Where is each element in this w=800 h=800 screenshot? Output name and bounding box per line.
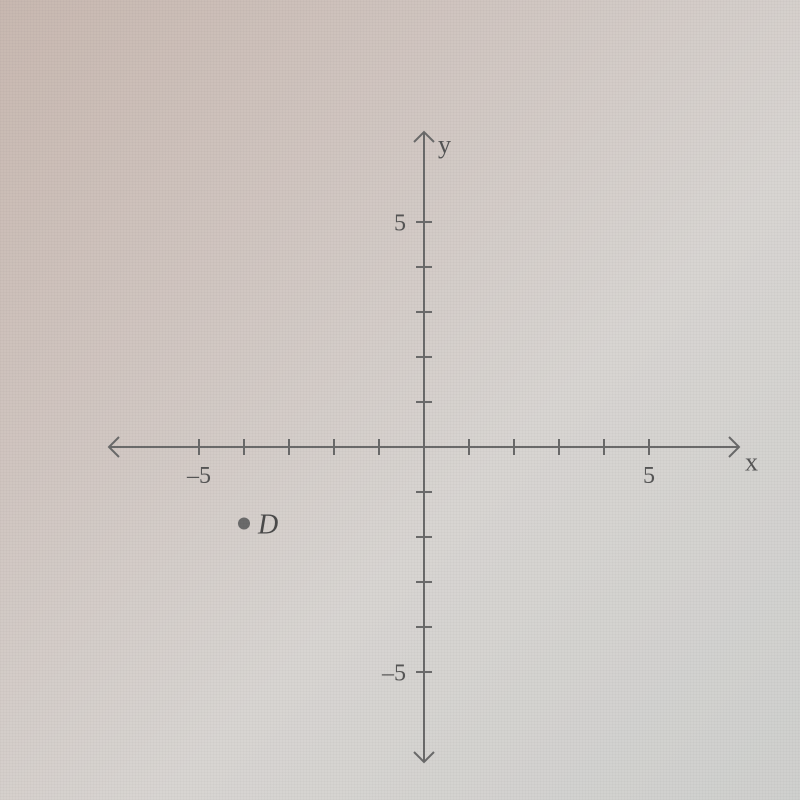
x-axis-label: x — [745, 447, 758, 476]
x-tick-label: –5 — [186, 463, 211, 489]
coordinate-plane: –5 5 5 –5 x y D — [0, 0, 800, 800]
point-d — [238, 518, 250, 530]
x-tick-label: 5 — [643, 463, 655, 489]
y-axis-label: y — [438, 130, 451, 159]
point-label-d: D — [257, 509, 278, 540]
y-tick-label: –5 — [381, 660, 406, 686]
y-tick-label: 5 — [394, 210, 406, 236]
